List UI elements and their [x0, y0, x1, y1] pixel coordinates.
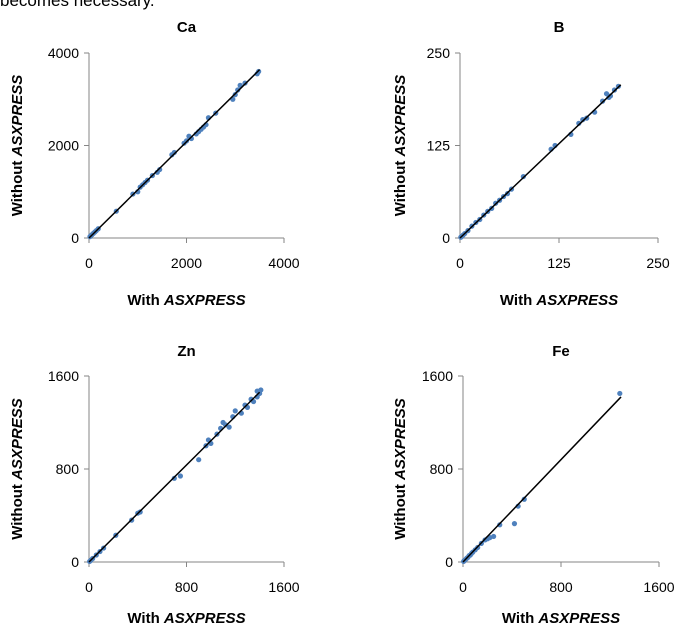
- y-axis-label: Without ASXPRESS: [9, 75, 26, 217]
- y-tick-label: 800: [56, 461, 80, 477]
- x-tick-label: 0: [456, 255, 464, 271]
- chart-zn: Zn 0 800 1600 0 800 1600 With ASXPRESS Without A…: [9, 343, 300, 627]
- caption-text: becomes necessary.: [0, 0, 155, 10]
- data-point: [603, 91, 610, 97]
- fit-line: [88, 391, 261, 563]
- y-tick-label: 1600: [48, 368, 79, 384]
- data-point: [497, 522, 503, 528]
- chart-title: Zn: [177, 343, 195, 360]
- y-tick-label: 800: [430, 461, 454, 477]
- y-axis-label: Without ASXPRESS: [392, 75, 409, 217]
- fit-line: [459, 84, 622, 239]
- data-point: [157, 166, 163, 173]
- x-axis-label: With ASXPRESS: [127, 610, 245, 627]
- y-tick-label: 4000: [48, 45, 79, 61]
- data-point: [521, 496, 527, 502]
- y-tick-label: 1600: [422, 368, 453, 384]
- chart-b: B 0 125 250 0 125 250 With ASXPRESS Without ASXP…: [392, 19, 670, 309]
- y-tick-label: 0: [71, 230, 79, 246]
- x-tick-label: 2000: [171, 255, 202, 271]
- data-point: [232, 408, 238, 414]
- data-point: [171, 149, 177, 156]
- fit-line: [462, 396, 622, 563]
- y-tick-label: 0: [71, 554, 79, 570]
- x-axis-label: With ASXPRESS: [127, 292, 245, 309]
- y-tick-label: 2000: [48, 138, 79, 154]
- x-tick-label: 250: [646, 255, 670, 271]
- fit-line: [88, 69, 261, 239]
- data-point: [511, 521, 518, 527]
- chart-ca: Ca 0 2000 4000 0 2000 4000 With ASXPRESS Without…: [9, 19, 300, 309]
- x-axis-label: With ASXPRESS: [502, 610, 620, 627]
- data-point: [580, 117, 586, 123]
- data-point: [607, 93, 614, 99]
- x-tick-label: 800: [175, 579, 199, 595]
- y-tick-label: 125: [427, 138, 451, 154]
- chart-fe: Fe 0 800 1600 0 800 1600 With ASXPRESS Without A…: [392, 343, 675, 627]
- chart-title: Ca: [177, 19, 197, 36]
- x-tick-label: 1600: [268, 579, 299, 595]
- y-axis-label: Without ASXPRESS: [392, 398, 409, 540]
- x-axis-label: With ASXPRESS: [500, 292, 618, 309]
- y-tick-label: 0: [445, 554, 453, 570]
- x-tick-label: 800: [549, 579, 573, 595]
- data-point: [235, 87, 241, 93]
- chart-title: B: [554, 19, 565, 36]
- data-point: [491, 533, 497, 540]
- x-tick-label: 0: [85, 579, 93, 595]
- data-point: [617, 390, 623, 397]
- x-tick-label: 4000: [268, 255, 299, 271]
- data-point: [171, 475, 177, 481]
- y-axis-label: Without ASXPRESS: [9, 398, 26, 540]
- y-tick-label: 250: [427, 45, 451, 61]
- y-tick-label: 0: [442, 230, 450, 246]
- x-tick-label: 1600: [643, 579, 674, 595]
- x-tick-label: 0: [85, 255, 93, 271]
- data-point: [196, 457, 202, 463]
- x-tick-label: 0: [459, 579, 467, 595]
- data-point: [177, 473, 184, 479]
- chart-title: Fe: [552, 343, 570, 360]
- data-point: [226, 424, 232, 430]
- x-tick-label: 125: [547, 255, 571, 271]
